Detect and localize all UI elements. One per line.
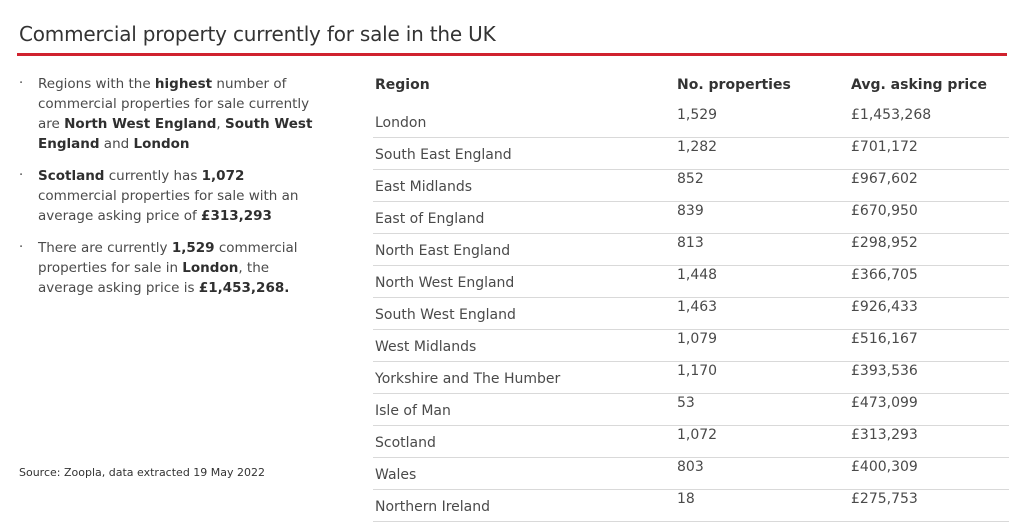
- cell-no-properties: 1,170: [675, 361, 849, 394]
- bullet-item: · There are currently 1,529 commercial pr…: [19, 238, 319, 298]
- bullet-emphasis: 1,529: [171, 240, 215, 256]
- header-no-properties: No. properties: [677, 77, 791, 93]
- table-row: North East England 813 £298,952: [373, 233, 1009, 266]
- table-row: East Midlands 852 £967,602: [373, 169, 1009, 202]
- key-findings-list: · Regions with the highest number of comm…: [19, 74, 319, 310]
- cell-no-properties: 1,529: [675, 106, 849, 138]
- cell-region: Wales: [373, 457, 675, 490]
- cell-region: North West England: [373, 265, 675, 298]
- table-row: South East England 1,282 £701,172: [373, 137, 1009, 170]
- bullet-dot-icon: ·: [19, 240, 24, 255]
- bullet-emphasis: London: [182, 260, 239, 276]
- cell-no-properties: 852: [675, 169, 849, 202]
- bullet-emphasis: £313,293: [201, 208, 272, 224]
- bullet-text: There are currently: [38, 240, 172, 256]
- table-row: London 1,529 £1,453,268: [373, 106, 1009, 138]
- cell-avg-asking-price: £1,453,268: [849, 106, 1009, 138]
- cell-region: Yorkshire and The Humber: [373, 361, 675, 394]
- cell-region: South West England: [373, 297, 675, 330]
- bullet-emphasis: Scotland: [38, 168, 105, 184]
- cell-avg-asking-price: £393,536: [849, 361, 1009, 394]
- cell-region: West Midlands: [373, 329, 675, 362]
- cell-no-properties: 1,463: [675, 297, 849, 330]
- bullet-item: · Regions with the highest number of comm…: [19, 74, 319, 154]
- cell-avg-asking-price: £473,099: [849, 393, 1009, 426]
- cell-region: London: [373, 106, 675, 138]
- page-title: Commercial property currently for sale i…: [19, 22, 496, 46]
- cell-avg-asking-price: £313,293: [849, 425, 1009, 458]
- cell-region: East of England: [373, 201, 675, 234]
- bullet-text: ,: [216, 116, 225, 132]
- cell-no-properties: 803: [675, 457, 849, 490]
- cell-no-properties: 1,282: [675, 137, 849, 170]
- bullet-emphasis: South West England: [38, 116, 313, 152]
- table-row: Wales 803 £400,309: [373, 457, 1009, 490]
- bullet-text: commercial properties for sale with an a…: [38, 188, 299, 224]
- bullet-emphasis: £1,453,268.: [198, 280, 290, 296]
- cell-avg-asking-price: £400,309: [849, 457, 1009, 490]
- header-region: Region: [375, 77, 430, 93]
- bullet-dot-icon: ·: [19, 168, 24, 183]
- table-row: West Midlands 1,079 £516,167: [373, 329, 1009, 362]
- table-row: South West England 1,463 £926,433: [373, 297, 1009, 330]
- cell-region: Isle of Man: [373, 393, 675, 426]
- cell-avg-asking-price: £926,433: [849, 297, 1009, 330]
- cell-avg-asking-price: £967,602: [849, 169, 1009, 202]
- bullet-emphasis: highest: [154, 76, 213, 92]
- bullet-dot-icon: ·: [19, 76, 24, 91]
- bullet-text: , the average asking price is: [38, 260, 270, 296]
- table-row: East of England 839 £670,950: [373, 201, 1009, 234]
- source-note: Source: Zoopla, data extracted 19 May 20…: [19, 466, 266, 479]
- cell-no-properties: 1,079: [675, 329, 849, 362]
- table-row: Northern Ireland 18 £275,753: [373, 489, 1009, 522]
- bullet-text: number of commercial properties for sale…: [38, 76, 310, 132]
- cell-region: South East England: [373, 137, 675, 170]
- bullet-text: commercial properties for sale in: [38, 240, 298, 276]
- bullet-text: currently has: [104, 168, 202, 184]
- cell-no-properties: 839: [675, 201, 849, 234]
- cell-avg-asking-price: £366,705: [849, 265, 1009, 298]
- bullet-emphasis: 1,072: [201, 168, 245, 184]
- cell-region: Scotland: [373, 425, 675, 458]
- header-avg-asking-price: Avg. asking price: [851, 77, 987, 93]
- cell-no-properties: 813: [675, 233, 849, 266]
- property-table: Region No. properties Avg. asking price …: [373, 70, 1009, 522]
- cell-no-properties: 1,072: [675, 425, 849, 458]
- table-row: Isle of Man 53 £473,099: [373, 393, 1009, 426]
- cell-region: North East England: [373, 233, 675, 266]
- cell-avg-asking-price: £670,950: [849, 201, 1009, 234]
- cell-region: Northern Ireland: [373, 489, 675, 522]
- cell-avg-asking-price: £275,753: [849, 489, 1009, 522]
- cell-no-properties: 53: [675, 393, 849, 426]
- table-body: London 1,529 £1,453,268 South East England 1…: [373, 106, 1009, 522]
- title-divider: [17, 53, 1007, 56]
- cell-region: East Midlands: [373, 169, 675, 202]
- table-header-row: Region No. properties Avg. asking price: [373, 70, 1009, 106]
- table-row: Scotland 1,072 £313,293: [373, 425, 1009, 458]
- table-row: North West England 1,448 £366,705: [373, 265, 1009, 298]
- cell-avg-asking-price: £516,167: [849, 329, 1009, 362]
- table-row: Yorkshire and The Humber 1,170 £393,536: [373, 361, 1009, 394]
- bullet-text: and: [99, 136, 134, 152]
- bullet-text: Regions with the: [38, 76, 155, 92]
- bullet-emphasis: North West England: [64, 116, 217, 132]
- cell-no-properties: 18: [675, 489, 849, 522]
- cell-no-properties: 1,448: [675, 265, 849, 298]
- cell-avg-asking-price: £298,952: [849, 233, 1009, 266]
- bullet-item: · Scotland currently has 1,072 commercial…: [19, 166, 319, 226]
- cell-avg-asking-price: £701,172: [849, 137, 1009, 170]
- bullet-emphasis: London: [133, 136, 190, 152]
